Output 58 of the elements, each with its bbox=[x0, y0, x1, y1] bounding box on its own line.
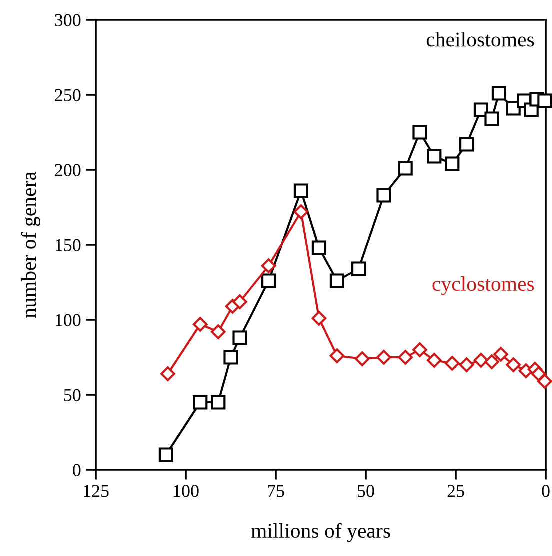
y-tick-label: 200 bbox=[55, 164, 81, 176]
point bbox=[445, 156, 460, 172]
y-tick-label: 100 bbox=[56, 314, 81, 326]
y-tick-label: 300 bbox=[55, 14, 81, 26]
point bbox=[312, 240, 326, 256]
point bbox=[376, 188, 392, 203]
point bbox=[426, 353, 442, 368]
point bbox=[232, 294, 248, 310]
x-tick-label: 100 bbox=[174, 485, 199, 498]
point bbox=[538, 94, 552, 108]
point bbox=[261, 258, 276, 274]
point bbox=[398, 350, 414, 365]
point bbox=[224, 350, 238, 365]
point bbox=[506, 358, 522, 372]
point bbox=[160, 366, 176, 382]
x-tick-label: 125 bbox=[84, 485, 109, 498]
x-axis-title: millions of years bbox=[251, 523, 390, 542]
point bbox=[492, 86, 506, 101]
point bbox=[484, 354, 500, 370]
point bbox=[312, 311, 327, 326]
point bbox=[211, 395, 226, 410]
point bbox=[330, 348, 345, 364]
point bbox=[412, 342, 428, 358]
point bbox=[354, 352, 370, 366]
point bbox=[232, 330, 248, 346]
point bbox=[352, 262, 366, 276]
point bbox=[330, 274, 344, 288]
point bbox=[294, 184, 308, 198]
point bbox=[444, 356, 460, 371]
point bbox=[210, 324, 226, 340]
point bbox=[537, 374, 552, 389]
point bbox=[158, 448, 174, 462]
text: cheilostomes bbox=[426, 32, 534, 47]
y-axis-title: number of genera bbox=[21, 172, 40, 318]
point bbox=[262, 274, 276, 288]
point bbox=[531, 366, 546, 382]
point bbox=[474, 353, 489, 368]
x-tick-label: 50 bbox=[358, 485, 374, 498]
point bbox=[192, 317, 208, 332]
point bbox=[412, 125, 428, 140]
point bbox=[193, 395, 208, 410]
x-tick-label: 25 bbox=[448, 485, 464, 498]
text: cyclostomes bbox=[432, 276, 534, 296]
point bbox=[460, 137, 474, 152]
point bbox=[376, 350, 392, 365]
point bbox=[294, 204, 309, 220]
point bbox=[459, 358, 474, 372]
x-tick-label: 0 bbox=[542, 485, 550, 498]
y-tick-label: 150 bbox=[56, 239, 81, 252]
y-tick-label: 0 bbox=[73, 464, 81, 476]
point bbox=[484, 112, 500, 126]
y-tick-label: 250 bbox=[55, 89, 81, 102]
point bbox=[474, 102, 488, 118]
y-tick-label: 50 bbox=[64, 389, 81, 402]
point bbox=[427, 149, 442, 164]
point bbox=[494, 347, 508, 362]
point bbox=[398, 161, 413, 176]
x-tick-label: 75 bbox=[268, 485, 284, 498]
